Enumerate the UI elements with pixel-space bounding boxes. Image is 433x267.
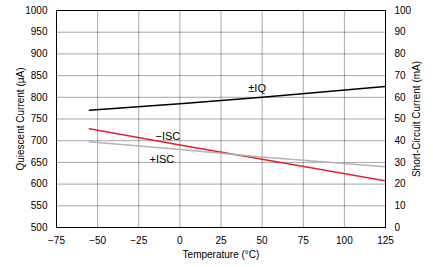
svg-text:550: 550 (31, 200, 48, 211)
svg-text:100: 100 (336, 235, 353, 246)
svg-text:800: 800 (31, 92, 48, 103)
svg-text:650: 650 (31, 157, 48, 168)
svg-text:60: 60 (395, 92, 407, 103)
svg-text:25: 25 (215, 235, 227, 246)
svg-text:125: 125 (377, 235, 394, 246)
svg-text:Temperature (°C): Temperature (°C) (183, 249, 260, 260)
svg-text:75: 75 (298, 235, 310, 246)
svg-text:50: 50 (395, 113, 407, 124)
svg-text:−ISC: −ISC (155, 130, 180, 142)
svg-text:Short-Circuit Current (mA): Short-Circuit Current (mA) (411, 61, 422, 177)
svg-text:−50: −50 (89, 235, 106, 246)
svg-text:−75: −75 (48, 235, 65, 246)
svg-text:0: 0 (177, 235, 183, 246)
svg-text:90: 90 (395, 26, 407, 37)
svg-text:+ISC: +ISC (149, 153, 174, 165)
svg-text:100: 100 (395, 5, 412, 16)
svg-text:500: 500 (31, 222, 48, 233)
svg-text:50: 50 (257, 235, 269, 246)
svg-text:850: 850 (31, 70, 48, 81)
svg-text:70: 70 (395, 70, 407, 81)
svg-text:900: 900 (31, 48, 48, 59)
svg-text:−25: −25 (130, 235, 147, 246)
svg-text:±IQ: ±IQ (248, 82, 266, 94)
svg-text:1000: 1000 (25, 5, 48, 16)
svg-text:750: 750 (31, 113, 48, 124)
svg-text:950: 950 (31, 26, 48, 37)
svg-text:10: 10 (395, 200, 407, 211)
svg-text:80: 80 (395, 48, 407, 59)
svg-text:20: 20 (395, 178, 407, 189)
svg-text:700: 700 (31, 135, 48, 146)
svg-text:40: 40 (395, 135, 407, 146)
svg-text:30: 30 (395, 157, 407, 168)
svg-text:Quiescent Current (µA): Quiescent Current (µA) (15, 67, 26, 170)
svg-text:600: 600 (31, 178, 48, 189)
svg-text:0: 0 (395, 222, 401, 233)
